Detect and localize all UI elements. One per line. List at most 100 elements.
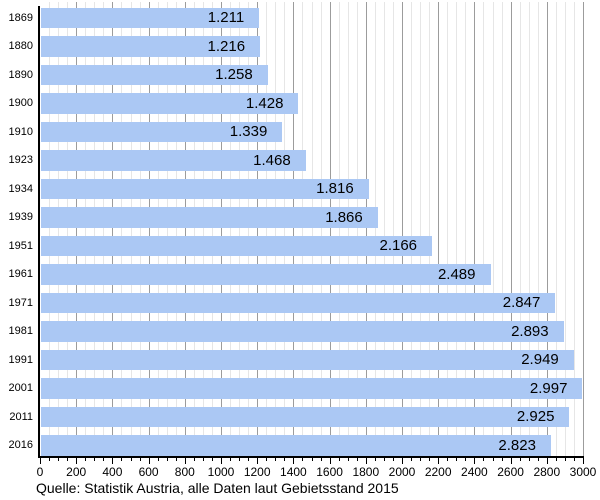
bar: 1.216 — [41, 36, 261, 57]
grid-line-major — [76, 2, 78, 456]
x-tick-label: 200 — [66, 465, 87, 479]
bar: 2.949 — [41, 349, 574, 370]
x-minor-tick — [555, 458, 557, 461]
source-note: Quelle: Statistik Austria, alle Daten la… — [36, 480, 399, 496]
x-tick-label: 2000 — [388, 465, 416, 479]
grid-line-minor — [302, 2, 304, 456]
y-category-label: 2011 — [9, 410, 33, 423]
x-minor-tick — [311, 458, 313, 461]
x-major-tick — [40, 458, 41, 464]
grid-line-major — [293, 2, 295, 456]
grid-line-minor — [392, 2, 394, 456]
grid-line-minor — [202, 2, 204, 456]
x-minor-tick — [166, 458, 168, 461]
x-major-tick — [546, 458, 548, 464]
grid-line-minor — [157, 2, 159, 456]
grid-line-minor — [85, 2, 87, 456]
x-minor-tick — [85, 458, 87, 461]
grid-line-minor — [284, 2, 286, 456]
y-category-label: 2016 — [8, 439, 33, 451]
x-minor-tick — [429, 458, 431, 461]
x-minor-tick — [230, 458, 232, 461]
bar: 1.866 — [41, 207, 378, 228]
bar: 2.166 — [41, 235, 433, 256]
bar: 1.816 — [41, 178, 369, 199]
x-tick-label: 0 — [36, 465, 44, 479]
grid-line-minor — [564, 2, 566, 456]
grid-line-major — [474, 2, 476, 456]
grid-line-major — [583, 2, 584, 456]
x-minor-tick — [284, 458, 286, 461]
grid-line-minor — [338, 2, 340, 456]
grid-line-major — [329, 2, 331, 456]
x-tick-label: 2800 — [533, 465, 561, 479]
grid-line-minor — [58, 2, 60, 456]
bar-value-label: 1.216 — [207, 37, 246, 55]
x-major-tick — [329, 458, 331, 464]
grid-line-minor — [130, 2, 132, 456]
y-category-label: 2001 — [8, 382, 33, 394]
y-category-label: 1934 — [8, 182, 33, 195]
x-minor-tick — [94, 458, 96, 461]
x-minor-tick — [248, 458, 250, 461]
x-major-tick — [510, 458, 512, 464]
bar: 2.997 — [41, 378, 583, 399]
bar: 2.925 — [41, 406, 570, 427]
bar-value-label: 1.258 — [215, 66, 253, 84]
bar: 2.893 — [41, 321, 564, 342]
bar: 1.428 — [41, 93, 299, 114]
bar: 1.211 — [41, 7, 260, 28]
grid-line-minor — [230, 2, 232, 456]
bar: 1.468 — [41, 150, 306, 171]
grid-line-major — [510, 2, 512, 456]
grid-line-minor — [465, 2, 467, 456]
x-tick-label: 800 — [174, 465, 195, 479]
bar: 1.339 — [41, 121, 283, 142]
bar: 2.489 — [41, 264, 491, 285]
grid-line-minor — [519, 2, 521, 456]
grid-line-minor — [121, 2, 123, 456]
x-minor-tick — [392, 458, 394, 461]
grid-line-minor — [537, 2, 539, 456]
x-tick-label: 3000 — [569, 465, 597, 479]
bar-value-label: 1.428 — [245, 94, 284, 112]
y-category-label: 1869 — [8, 11, 33, 24]
x-major-tick — [402, 458, 403, 464]
bar: 2.823 — [41, 435, 551, 456]
x-major-tick — [583, 458, 584, 464]
y-category-label: 1910 — [8, 125, 33, 138]
x-minor-tick — [447, 458, 449, 461]
grid-line-minor — [139, 2, 141, 456]
x-tick-label: 2600 — [497, 465, 524, 479]
x-minor-tick — [356, 458, 358, 461]
x-minor-tick — [121, 458, 123, 461]
bar: 2.847 — [41, 292, 556, 313]
x-major-tick — [293, 458, 295, 464]
x-minor-tick — [528, 458, 530, 461]
x-minor-tick — [275, 458, 277, 461]
x-major-tick — [221, 458, 222, 464]
grid-line-minor — [248, 2, 250, 456]
x-minor-tick — [519, 458, 521, 461]
grid-line-minor — [266, 2, 268, 456]
x-minor-tick — [347, 458, 349, 461]
x-minor-tick — [420, 458, 422, 461]
grid-line-minor — [447, 2, 449, 456]
grid-line-minor — [411, 2, 413, 456]
grid-line-minor — [193, 2, 195, 456]
bar-value-label: 2.997 — [529, 379, 568, 397]
x-minor-tick — [320, 458, 322, 461]
x-minor-tick — [456, 458, 458, 461]
x-major-tick — [184, 458, 186, 464]
x-axis-line — [38, 456, 584, 458]
x-minor-tick — [139, 458, 141, 461]
x-major-tick — [257, 458, 259, 464]
x-minor-tick — [302, 458, 304, 461]
x-minor-tick — [492, 458, 494, 461]
x-tick-label: 1200 — [243, 465, 271, 479]
x-minor-tick — [537, 458, 539, 461]
grid-line-minor — [356, 2, 358, 456]
x-minor-tick — [465, 458, 467, 461]
grid-line-minor — [175, 2, 177, 456]
